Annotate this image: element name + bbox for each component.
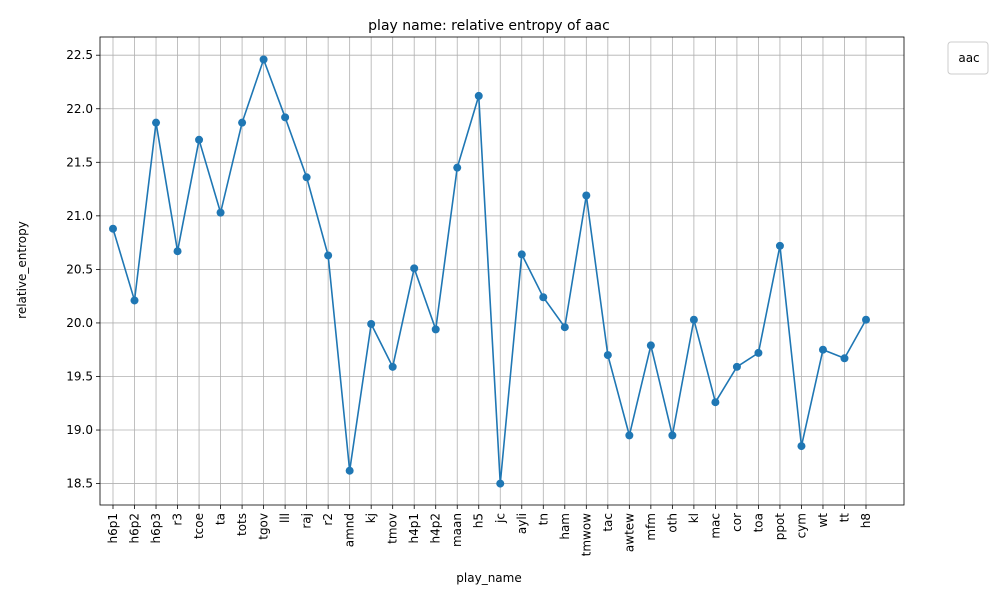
- data-point: [582, 191, 591, 200]
- x-tick-label: toa: [751, 513, 765, 532]
- x-tick-label: oth: [665, 513, 679, 533]
- data-point: [732, 362, 741, 371]
- data-point: [668, 431, 677, 440]
- data-point: [238, 118, 247, 127]
- y-axis-label: relative_entropy: [15, 221, 29, 319]
- legend-box: [947, 41, 989, 75]
- data-point: [259, 55, 268, 64]
- x-axis-label: play_name: [456, 571, 521, 585]
- data-point: [689, 315, 698, 324]
- x-tick-label: maan: [450, 513, 464, 547]
- data-point: [560, 323, 569, 332]
- x-tick-label: h6p1: [106, 513, 120, 544]
- x-tick-label: tac: [601, 513, 615, 532]
- x-tick-label: h5: [472, 513, 486, 528]
- data-point: [711, 398, 720, 407]
- y-tick-label: 20.0: [66, 316, 93, 330]
- x-tick-label: h8: [859, 513, 873, 528]
- y-tick-label: 19.5: [66, 369, 93, 383]
- x-tick-label: tt: [837, 513, 851, 523]
- data-point: [152, 118, 161, 127]
- x-tick-label: wt: [816, 513, 830, 528]
- x-tick-label: jc: [493, 513, 507, 524]
- data-point: [345, 466, 354, 475]
- x-tick-label: tmwow: [579, 513, 593, 557]
- data-point: [797, 442, 806, 451]
- data-point: [496, 479, 505, 488]
- x-tick-label: raj: [300, 513, 314, 529]
- data-point: [453, 163, 462, 172]
- data-point: [603, 351, 612, 360]
- x-tick-label: kj: [364, 513, 378, 523]
- x-tick-label: ta: [214, 513, 228, 525]
- legend: aac: [947, 41, 989, 75]
- y-tick-label: 18.5: [66, 477, 93, 491]
- x-tick-label: ham: [558, 513, 572, 540]
- x-tick-label: h6p2: [128, 513, 142, 544]
- x-tick-label: tcoe: [192, 513, 206, 539]
- data-point: [173, 247, 182, 256]
- chart-title: play name: relative entropy of aac: [368, 18, 610, 34]
- x-tick-label: tmov: [386, 513, 400, 544]
- x-tick-label: h4p2: [429, 513, 443, 544]
- data-point: [539, 293, 548, 302]
- x-tick-label: tots: [235, 513, 249, 536]
- x-tick-label: lll: [278, 513, 292, 523]
- data-point: [130, 296, 139, 305]
- data-point: [410, 264, 419, 273]
- x-tick-label: h4p1: [407, 513, 421, 544]
- data-point: [388, 362, 397, 371]
- x-tick-label: ppot: [773, 513, 787, 541]
- y-tick-label: 20.5: [66, 262, 93, 276]
- series-layer: [109, 55, 870, 488]
- x-tick-label: tn: [536, 513, 550, 525]
- y-tick-label: 21.0: [66, 209, 93, 223]
- x-tick-label: kl: [687, 513, 701, 523]
- x-tick-label: tgov: [257, 513, 271, 540]
- data-point: [474, 91, 483, 100]
- data-point: [109, 224, 117, 233]
- data-point: [281, 113, 290, 122]
- x-tick-label: amnd: [343, 513, 357, 547]
- x-tick-label: cym: [794, 513, 808, 538]
- data-point: [302, 173, 311, 182]
- axes: 18.5 19.0 19.5 20.0 20.5 21.0 21.5 22.0 22.5 h6p1…: [66, 36, 905, 557]
- data-point: [625, 431, 634, 440]
- data-point: [195, 135, 204, 144]
- x-tick-label: cor: [730, 513, 744, 532]
- data-point: [367, 320, 376, 329]
- data-point: [517, 250, 526, 259]
- data-point: [775, 241, 784, 250]
- data-point: [862, 315, 870, 324]
- series-line: [112, 57, 867, 484]
- x-tick-label: awtew: [622, 513, 636, 552]
- plot-frame: [99, 36, 905, 506]
- x-tick-label: h6p3: [149, 513, 163, 544]
- y-tick-label: 21.5: [66, 155, 93, 169]
- legend-title: aac: [958, 51, 979, 65]
- x-tick-label: mfm: [644, 513, 658, 541]
- data-point: [754, 348, 763, 357]
- y-tick-label: 22.0: [66, 102, 93, 116]
- y-tick-label: 22.5: [66, 48, 93, 62]
- x-tick-label: r3: [171, 513, 185, 526]
- x-tick-label: mac: [708, 513, 722, 539]
- x-tick-label: r2: [321, 513, 335, 526]
- grid: [100, 37, 904, 505]
- y-tick-label: 19.0: [66, 423, 93, 437]
- data-point: [840, 354, 849, 363]
- data-point: [818, 345, 827, 354]
- data-point: [646, 341, 655, 350]
- x-tick-label: ayli: [515, 513, 529, 534]
- data-point: [431, 325, 440, 334]
- data-point: [324, 251, 333, 260]
- data-point: [216, 208, 225, 217]
